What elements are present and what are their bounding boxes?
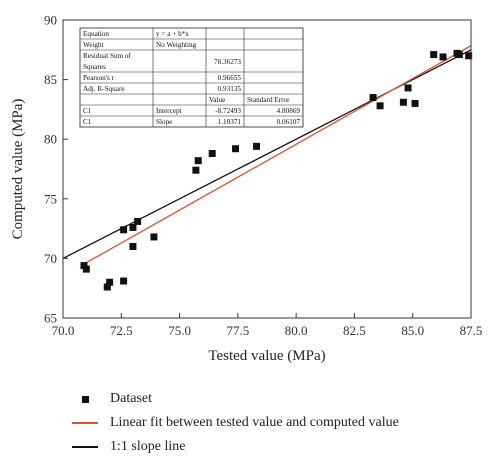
table-cell: Weight xyxy=(83,41,104,49)
table-cell: Adj. R-Square xyxy=(83,85,125,93)
data-point xyxy=(208,150,216,158)
y-tick-label: 80 xyxy=(44,132,57,147)
x-tick-label: 72.5 xyxy=(110,323,133,338)
data-point xyxy=(194,157,202,165)
fit-statistics-table: Equation y = a + b*x Weight No Weighting Res… xyxy=(79,27,304,128)
scatter-chart: Equation y = a + b*x Weight No Weighting Res… xyxy=(10,13,482,365)
data-point xyxy=(232,145,240,153)
x-tick-label: 82.5 xyxy=(343,323,366,338)
data-point xyxy=(129,242,137,250)
black-line-icon xyxy=(72,446,98,448)
x-tick-label: 77.5 xyxy=(226,323,249,338)
data-point xyxy=(134,217,142,225)
table-frame xyxy=(79,27,304,128)
data-point xyxy=(129,223,137,231)
table-cell: -8.72493 xyxy=(215,107,241,115)
fit-lines-layer xyxy=(62,45,472,266)
data-point xyxy=(439,53,447,61)
table-cell: Value xyxy=(209,96,225,104)
table-cell: 0.93135 xyxy=(218,85,242,93)
x-tick-label: 75.0 xyxy=(168,323,191,338)
plot-frame xyxy=(62,19,472,319)
y-tick-label: 90 xyxy=(44,13,57,28)
table-cell: 0.06107 xyxy=(277,118,301,126)
data-point xyxy=(192,166,200,174)
data-point xyxy=(455,51,463,59)
data-points-layer xyxy=(80,49,473,291)
x-tick-label: 80.0 xyxy=(285,323,308,338)
table-cell: C1 xyxy=(83,118,92,126)
data-point xyxy=(411,99,419,107)
table-cell: Slope xyxy=(156,118,172,126)
y-axis-label: Computed value (MPa) xyxy=(10,99,26,240)
table-cell: Equation xyxy=(83,30,109,38)
data-point xyxy=(82,265,90,273)
x-tick-label: 70.0 xyxy=(52,323,75,338)
data-point xyxy=(430,51,438,59)
data-point xyxy=(106,278,114,286)
data-point xyxy=(376,102,384,110)
table-cell: 1.10371 xyxy=(218,118,242,126)
legend-item-dataset: Dataset xyxy=(70,387,490,411)
table-cell-line: Residual Sum of xyxy=(83,52,132,60)
table-cell: Residual Sum of Squares xyxy=(83,52,132,71)
square-marker-icon xyxy=(81,395,89,403)
linear-fit-line xyxy=(81,45,472,266)
table-cell: No Weighting xyxy=(156,41,197,49)
table-cell: 78.36273 xyxy=(214,58,241,66)
legend-label: Linear fit between tested value and comp… xyxy=(110,415,399,430)
data-point xyxy=(253,142,261,150)
red-line-icon xyxy=(72,422,98,424)
legend-label: 1:1 slope line xyxy=(110,439,186,454)
x-tick-label: 87.5 xyxy=(460,323,483,338)
chart-legend: Dataset Linear fit between tested value … xyxy=(70,387,490,459)
data-point xyxy=(120,277,128,285)
data-point xyxy=(465,52,473,60)
table-cell: Pearson's r xyxy=(83,74,115,82)
table-cell: C1 xyxy=(83,107,92,115)
y-tick-label: 85 xyxy=(44,72,57,87)
table-cell: y = a + b*x xyxy=(156,30,189,38)
data-point xyxy=(369,93,377,101)
x-axis-label: Tested value (MPa) xyxy=(208,348,325,364)
data-point xyxy=(103,283,111,291)
table-cell: 4.80869 xyxy=(277,107,301,115)
data-point xyxy=(404,84,412,92)
table-cell: Standard Error xyxy=(247,96,290,104)
axes-layer: 70.0 72.5 75.0 77.5 80.0 82.5 85.0 87.5 65 70 75 80… xyxy=(44,13,482,339)
y-tick-label: 65 xyxy=(44,311,57,326)
table-cell: 0.96655 xyxy=(218,74,242,82)
y-tick-label: 70 xyxy=(44,251,57,266)
legend-item-slope-line: 1:1 slope line xyxy=(70,435,490,459)
data-point xyxy=(120,226,128,234)
legend-label: Dataset xyxy=(110,391,152,406)
legend-item-linear-fit: Linear fit between tested value and comp… xyxy=(70,411,490,435)
data-point xyxy=(80,262,88,270)
table-cell: Intercept xyxy=(156,107,182,115)
data-point xyxy=(150,233,158,241)
data-point xyxy=(399,98,407,106)
table-cell-line: Squares xyxy=(83,63,106,71)
y-tick-label: 75 xyxy=(44,191,57,206)
x-tick-label: 85.0 xyxy=(401,323,424,338)
